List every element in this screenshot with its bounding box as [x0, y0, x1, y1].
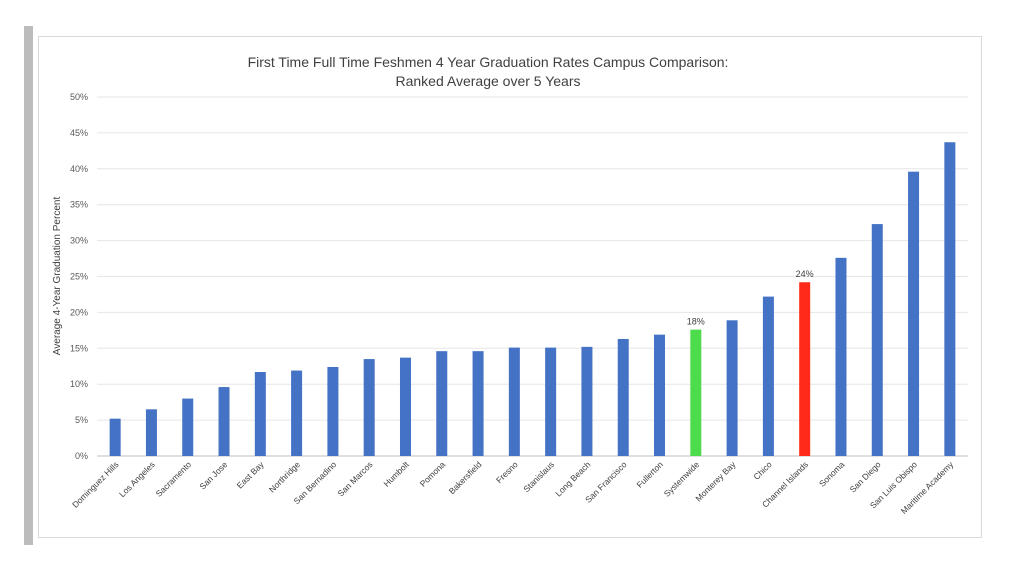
- y-tick-label: 10%: [70, 379, 88, 389]
- x-category-label: Pomona: [418, 459, 448, 489]
- y-tick-label: 15%: [70, 343, 88, 353]
- bar-monterey-bay: [726, 320, 738, 456]
- y-tick-label: 30%: [70, 236, 88, 246]
- bar-fresno: [508, 347, 520, 456]
- bar-sonoma: [835, 257, 847, 456]
- x-category-label: Long Beach: [553, 459, 592, 498]
- x-category-label: Humbolt: [381, 459, 411, 489]
- chart-title-line-2: Ranked Average over 5 Years: [395, 73, 581, 89]
- data-labels: 18% 24%: [687, 269, 814, 326]
- bar-systemwide: [690, 329, 702, 456]
- bar-fullerton: [654, 334, 666, 456]
- bar-long-beach: [581, 346, 593, 456]
- x-category-label: Bakersfield: [447, 459, 484, 496]
- bar-san-diego: [871, 224, 883, 456]
- data-label: 18%: [687, 317, 705, 327]
- bar-stanislaus: [545, 347, 557, 456]
- x-category-label: Los Angeles: [117, 459, 157, 499]
- y-tick-label: 0%: [75, 451, 88, 461]
- bar-san-marcos: [363, 359, 375, 456]
- bar-northridge: [291, 370, 303, 456]
- y-tick-label: 50%: [70, 92, 88, 102]
- x-category-label: Sacramento: [154, 459, 194, 499]
- bar-maritime-academy: [944, 142, 956, 456]
- y-axis-ticks: 0% 5% 10% 15% 20% 25% 30% 35% 40% 45% 50%: [70, 92, 88, 461]
- bar-chico: [762, 296, 774, 456]
- x-category-label: Stanislaus: [521, 459, 556, 494]
- bar-channel-islands: [799, 282, 811, 456]
- gridlines: [97, 96, 968, 457]
- x-category-label: East Bay: [235, 459, 267, 491]
- bar-los-angeles: [145, 409, 157, 456]
- bar-pomona: [436, 351, 448, 456]
- x-category-label: Sonoma: [817, 459, 847, 489]
- y-axis-label: Average 4-Year Graduation Percent: [52, 197, 63, 356]
- bar-san-bernadino: [327, 366, 339, 456]
- slide-edge-bar: [24, 26, 33, 545]
- bar-east-bay: [254, 371, 266, 456]
- x-category-label: San Marcos: [335, 459, 374, 498]
- x-category-label: Dominguez Hills: [70, 459, 121, 510]
- bar-san-jose: [218, 387, 230, 456]
- x-category-label: Northridge: [267, 459, 302, 494]
- bar-humbolt: [399, 357, 411, 456]
- bar-dominguez-hills: [109, 418, 121, 456]
- x-category-label: San Jose: [197, 459, 229, 491]
- x-category-label: San Diego: [848, 459, 883, 494]
- bar-san-francisco: [617, 338, 629, 456]
- x-category-label: Chico: [751, 459, 774, 482]
- bar-san-luis-obispo: [908, 171, 920, 456]
- x-category-label: Fresno: [494, 459, 520, 485]
- y-tick-label: 5%: [75, 415, 88, 425]
- y-tick-label: 35%: [70, 200, 88, 210]
- y-tick-label: 45%: [70, 128, 88, 138]
- chart-title-line-1: First Time Full Time Feshmen 4 Year Grad…: [247, 54, 729, 70]
- x-category-label: Fullerton: [634, 459, 665, 490]
- data-label: 24%: [796, 269, 814, 279]
- y-tick-label: 20%: [70, 307, 88, 317]
- y-tick-label: 25%: [70, 272, 88, 282]
- bar-sacramento: [182, 398, 194, 456]
- bars: [109, 142, 956, 456]
- y-tick-label: 40%: [70, 164, 88, 174]
- bar-bakersfield: [472, 351, 484, 456]
- x-category-label: Systemwide: [662, 459, 702, 499]
